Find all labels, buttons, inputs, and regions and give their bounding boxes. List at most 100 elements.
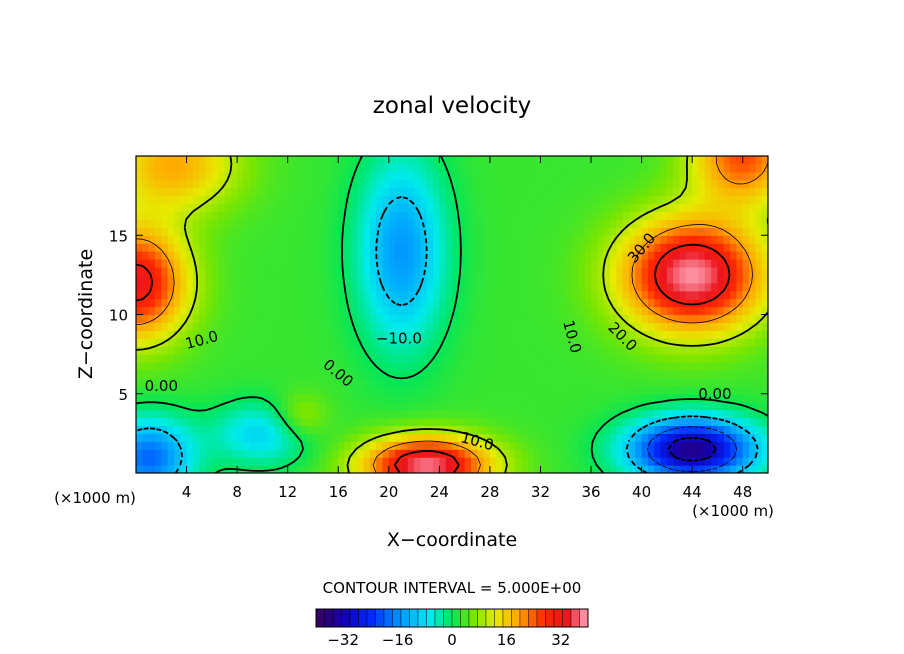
field-cell (603, 298, 611, 308)
field-cell (426, 362, 434, 371)
field-cell (546, 409, 554, 419)
field-cell (363, 346, 371, 355)
field-cell (603, 227, 611, 236)
field-cell (363, 219, 371, 228)
field-cell (287, 259, 295, 268)
field-cell (534, 187, 542, 197)
field-cell (300, 338, 308, 347)
field-cell (477, 425, 485, 434)
field-cell (199, 290, 207, 300)
field-cell (742, 259, 750, 268)
field-cell (502, 187, 510, 197)
field-cell (489, 274, 497, 284)
field-cell (527, 465, 535, 473)
field-cell (192, 156, 200, 165)
field-cell (654, 362, 662, 371)
field-cell (723, 203, 731, 213)
field-cell (458, 425, 466, 434)
field-cell (256, 465, 263, 473)
field-cell (344, 346, 352, 355)
field-cell (420, 314, 428, 324)
field-cell (597, 457, 605, 466)
field-cell (622, 266, 630, 276)
field-cell (477, 203, 485, 213)
field-cell (224, 156, 232, 165)
colorbar-swatch (570, 608, 580, 628)
field-cell (287, 354, 295, 363)
field-cell (698, 433, 706, 442)
field-cell (180, 433, 188, 442)
field-cell (635, 282, 643, 292)
field-cell (616, 441, 624, 450)
field-cell (515, 171, 523, 181)
field-cell (357, 259, 365, 268)
field-cell (464, 298, 472, 308)
field-cell (148, 211, 156, 220)
field-cell (458, 251, 466, 260)
field-cell (755, 401, 763, 411)
field-cell (205, 425, 213, 434)
field-cell (312, 219, 320, 228)
field-cell (218, 393, 226, 403)
field-cell (445, 266, 453, 276)
field-cell (161, 441, 169, 450)
field-cell (654, 179, 662, 189)
field-cell (256, 417, 263, 427)
field-cell (161, 322, 169, 331)
field-cell (584, 457, 592, 466)
field-cell (180, 401, 188, 411)
field-cell (761, 465, 768, 473)
field-cell (205, 441, 213, 450)
field-cell (306, 179, 314, 189)
field-cell (654, 449, 662, 458)
field-cell (275, 235, 282, 244)
field-cell (704, 362, 712, 371)
field-cell (685, 282, 693, 292)
field-cell (180, 322, 188, 331)
field-cell (572, 203, 579, 213)
field-cell (161, 417, 169, 427)
field-cell (243, 235, 251, 244)
field-cell (275, 266, 282, 276)
field-cell (237, 195, 245, 205)
field-cell (584, 433, 592, 442)
field-cell (572, 330, 579, 339)
field-cell (565, 449, 573, 458)
field-cell (161, 298, 169, 308)
field-cell (698, 393, 706, 403)
field-cell (338, 330, 346, 339)
field-cell (584, 401, 592, 411)
field-cell (673, 195, 681, 205)
field-cell (388, 322, 396, 331)
field-cell (489, 465, 497, 473)
field-cell (420, 306, 428, 316)
field-cell (477, 457, 485, 466)
field-cell (610, 441, 617, 450)
field-cell (761, 306, 768, 316)
field-cell (527, 195, 535, 205)
field-cell (249, 179, 257, 189)
field-cell (312, 441, 320, 450)
field-cell (338, 203, 346, 213)
field-cell (749, 330, 756, 339)
field-cell (717, 259, 725, 268)
field-cell (578, 322, 586, 331)
field-cell (376, 369, 384, 379)
field-cell (211, 457, 219, 466)
field-cell (692, 401, 700, 411)
field-cell (584, 187, 592, 197)
colorbar-swatch (426, 608, 436, 628)
field-cell (433, 330, 440, 339)
field-cell (300, 409, 308, 419)
field-cell (679, 163, 687, 173)
field-cell (376, 211, 384, 220)
field-cell (433, 401, 440, 411)
field-cell (338, 409, 346, 419)
field-cell (553, 417, 561, 427)
field-cell (660, 449, 668, 458)
field-cell (300, 282, 308, 292)
field-cell (268, 274, 276, 284)
field-cell (470, 354, 478, 363)
field-cell (192, 306, 200, 316)
field-cell (452, 393, 459, 403)
